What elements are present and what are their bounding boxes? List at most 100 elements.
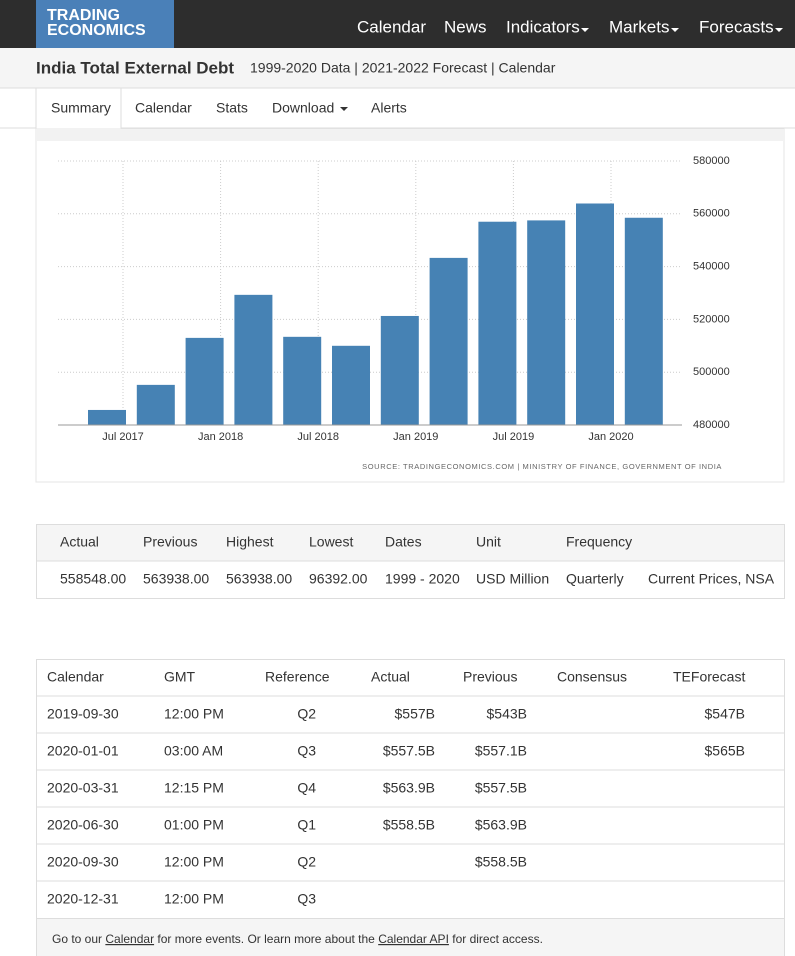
bar (478, 221, 517, 425)
footer-link[interactable]: Calendar API (378, 932, 449, 946)
calendar-cell: $557.5B (475, 780, 527, 796)
calendar-cell: $558.5B (475, 854, 527, 870)
summary-cell: 563938.00 (143, 571, 209, 587)
bar (136, 384, 175, 425)
calendar-cell: 2020-03-31 (47, 780, 119, 796)
calendar-header-cell: GMT (164, 669, 196, 685)
summary-header-cell: Dates (385, 534, 422, 550)
caret (340, 107, 348, 111)
calendar-cell: $563.9B (475, 817, 527, 833)
calendar-header-cell: Reference (265, 669, 330, 685)
y-tick-label: 480000 (693, 419, 730, 431)
footer-link[interactable]: Calendar (105, 932, 154, 946)
calendar-cell: 2020-09-30 (47, 854, 119, 870)
calendar-cell: 12:00 PM (164, 706, 224, 722)
nav-link[interactable]: Indicators (506, 17, 580, 36)
calendar-cell: 01:00 PM (164, 817, 224, 833)
y-tick-label: 500000 (693, 366, 730, 378)
calendar-header-cell: Consensus (557, 669, 627, 685)
title-bar (0, 48, 795, 88)
tab-cover (37, 126, 120, 130)
calendar-cell: $557.1B (475, 743, 527, 759)
y-tick-label: 560000 (693, 208, 730, 220)
x-tick-label: Jan 2020 (588, 431, 633, 443)
calendar-cell: Q1 (297, 817, 316, 833)
calendar-cell: 2020-01-01 (47, 743, 119, 759)
calendar-header-cell: Calendar (47, 669, 104, 685)
page-title: India Total External Debt (36, 58, 234, 77)
summary-cell: Current Prices, NSA (648, 571, 775, 587)
bar (234, 294, 273, 425)
summary-header-cell: Frequency (566, 534, 632, 550)
calendar-cell: 03:00 AM (164, 743, 223, 759)
summary-cell: USD Million (476, 571, 549, 587)
x-tick-label: Jan 2018 (198, 431, 243, 443)
bar (576, 203, 614, 425)
calendar-cell: 12:00 PM (164, 854, 224, 870)
summary-cell: 558548.00 (60, 571, 126, 587)
calendar-header-cell: Previous (463, 669, 517, 685)
calendar-cell: Q3 (297, 743, 316, 759)
nav-link[interactable]: Markets (609, 17, 669, 36)
logo-text: ECONOMICS (47, 22, 146, 39)
tab[interactable]: Download (272, 100, 334, 116)
x-tick-label: Jul 2017 (102, 431, 144, 443)
y-tick-label: 540000 (693, 261, 730, 273)
calendar-header-cell: Actual (371, 669, 410, 685)
chart-source: SOURCE: TRADINGECONOMICS.COM | MINISTRY … (362, 462, 722, 471)
calendar-cell: Q2 (297, 706, 316, 722)
summary-cell: 96392.00 (309, 571, 368, 587)
tab[interactable]: Stats (216, 100, 248, 116)
calendar-cell: $557B (395, 706, 435, 722)
calendar-cell: $558.5B (383, 817, 435, 833)
summary-header-cell: Actual (60, 534, 99, 550)
logo-text: TRADING (47, 7, 120, 24)
calendar-cell: Q3 (297, 891, 316, 907)
chart-top (36, 129, 784, 141)
summary-cell: 1999 - 2020 (385, 571, 460, 587)
tab[interactable]: Alerts (371, 100, 407, 116)
summary-header-cell: Unit (476, 534, 501, 550)
logo[interactable] (36, 0, 174, 48)
caret (581, 28, 589, 32)
footer-part: for direct access. (449, 932, 543, 946)
caret (671, 28, 679, 32)
bar (88, 409, 126, 425)
calendar-header-cell: TEForecast (673, 669, 745, 685)
summary-header-cell: Lowest (309, 534, 353, 550)
footer-part: Go to our (52, 932, 105, 946)
caret (775, 28, 783, 32)
calendar-footer (37, 919, 784, 956)
bar (283, 336, 322, 425)
nav-link[interactable]: Calendar (357, 17, 426, 36)
calendar-cell: 12:15 PM (164, 780, 224, 796)
x-tick-label: Jan 2019 (393, 431, 438, 443)
active-tab (35, 87, 122, 130)
calendar-cell: Q2 (297, 854, 316, 870)
summary-cell: Quarterly (566, 571, 624, 587)
calendar-cell: $565B (705, 743, 745, 759)
nav-link[interactable]: News (444, 17, 487, 36)
bar (185, 337, 224, 425)
y-tick-label: 580000 (693, 155, 730, 167)
calendar-cell: $557.5B (383, 743, 435, 759)
bar (380, 315, 419, 425)
x-tick-label: Jul 2018 (297, 431, 339, 443)
bar (624, 217, 663, 425)
calendar-cell: $543B (487, 706, 527, 722)
summary-cell: 563938.00 (226, 571, 292, 587)
tab[interactable]: Calendar (135, 100, 192, 116)
calendar-cell: 2019-09-30 (47, 706, 119, 722)
bar (527, 220, 566, 425)
tab[interactable]: Summary (51, 100, 111, 116)
bar (429, 257, 468, 425)
calendar-cell: 2020-06-30 (47, 817, 119, 833)
nav-link[interactable]: Forecasts (699, 17, 774, 36)
summary-header-cell: Highest (226, 534, 274, 550)
chart-box (35, 128, 785, 483)
calendar-cell: Q4 (297, 780, 316, 796)
calendar-cell: 12:00 PM (164, 891, 224, 907)
summary-header (37, 525, 784, 561)
subtitle: 1999-2020 Data | 2021-2022 Forecast | Ca… (250, 60, 556, 76)
